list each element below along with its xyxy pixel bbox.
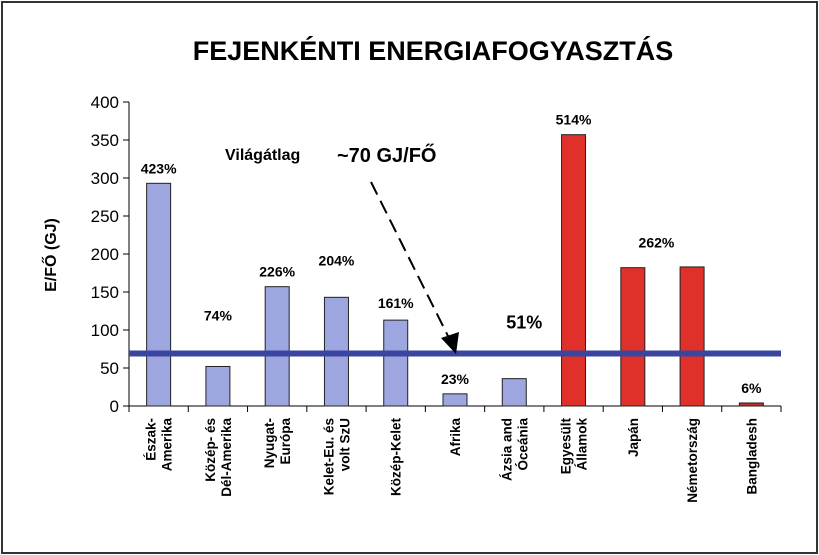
category-label-line: Amerika (160, 418, 175, 472)
annotation-average-value: ~70 GJ/FŐ (337, 144, 437, 167)
y-axis-label: E/FŐ (GJ) (41, 218, 60, 292)
bar (620, 267, 646, 407)
y-ticks: 0 50 100 150 200 250 300 350 400 (91, 93, 782, 416)
data-label: 262% (639, 235, 675, 251)
bar (264, 286, 290, 407)
y-tick-label: 400 (91, 93, 119, 112)
data-label: 423% (141, 160, 177, 176)
y-tick-label: 150 (91, 283, 119, 302)
data-label: 51% (506, 313, 542, 333)
data-label: 6% (741, 380, 762, 396)
data-label: 204% (319, 252, 355, 268)
annotation-arrow-head (441, 332, 459, 354)
bar (501, 378, 527, 407)
bar (738, 402, 764, 407)
category-label: Afrika (448, 418, 463, 457)
bar (442, 393, 468, 407)
category-label-line: Óceánia (515, 418, 530, 471)
data-label: 23% (441, 371, 470, 387)
y-tick-label: 250 (91, 207, 119, 226)
annotations: Világátlag ~70 GJ/FŐ (225, 144, 459, 354)
category-label: Nyugat- Európa (262, 418, 293, 469)
category-label: Egyesült Államok (559, 418, 590, 475)
category-label-line: Európa (278, 418, 293, 465)
y-tick-label: 300 (91, 169, 119, 188)
category-label: Közép- és Dél-Amerika (203, 418, 234, 497)
y-tick-label: 350 (91, 131, 119, 150)
annotation-arrow-line (370, 181, 452, 343)
category-label-line: Németország (685, 418, 700, 503)
category-label: Észak- Amerika (144, 418, 175, 472)
data-label: 74% (204, 307, 233, 323)
category-label-line: Japán (626, 418, 641, 457)
category-label-line: Ázsia and (499, 418, 514, 481)
category-label-line: Nyugat- (262, 418, 277, 468)
bar (383, 319, 409, 407)
bars (146, 134, 764, 407)
category-label-line: volt SzU (337, 418, 352, 471)
category-label-line: Bangladesh (744, 418, 759, 495)
category-label-line: Közép- és (203, 418, 218, 482)
category-label-line: Afrika (448, 418, 463, 457)
category-label: Japán (626, 418, 641, 457)
category-label: Bangladesh (744, 418, 759, 495)
y-tick-label: 200 (91, 245, 119, 264)
category-label: Ázsia and Óceánia (499, 418, 530, 482)
data-label: 161% (378, 295, 414, 311)
bar (146, 182, 172, 407)
bar (679, 266, 705, 407)
y-tick-label: 50 (100, 359, 119, 378)
category-label-line: Dél-Amerika (219, 418, 234, 497)
category-label-line: Közép-Kelet (389, 418, 404, 497)
annotation-vilagatlag: Világátlag (225, 147, 300, 164)
data-label: 226% (259, 264, 295, 280)
category-label: Németország (685, 418, 700, 503)
category-label-line: Észak- (144, 418, 159, 461)
category-label: Közép-Kelet (389, 418, 404, 497)
bar (205, 365, 231, 407)
category-label-line: Egyesült (559, 418, 574, 475)
category-label-line: Államok (575, 418, 590, 471)
category-label-line: Kelet-Eu. és (321, 418, 336, 495)
y-tick-label: 0 (110, 397, 119, 416)
category-label: Kelet-Eu. és volt SzU (321, 418, 352, 495)
data-label: 514% (556, 112, 592, 128)
chart-title: FEJENKÉNTI ENERGIAFOGYASZTÁS (193, 35, 674, 66)
bar (561, 134, 587, 407)
data-labels: 423% 74% 226% 204% 161% 23% 51% 514% 262% 6% (141, 112, 762, 396)
y-tick-label: 100 (91, 321, 119, 340)
category-labels: Észak- Amerika Közép- és Dél-Amerika Nyugat-… (144, 418, 760, 503)
